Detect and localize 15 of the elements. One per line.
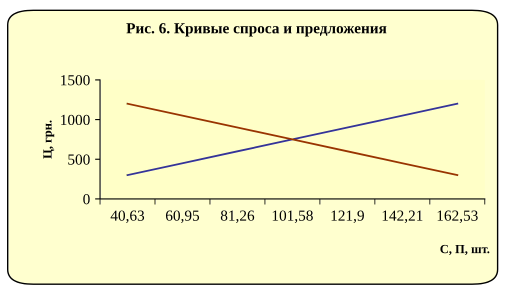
x-tick-label: 162,53 bbox=[438, 210, 478, 223]
y-tick-label: 1500 bbox=[61, 75, 90, 86]
x-tick-label: 40,63 bbox=[110, 210, 144, 223]
x-tick-label: 101,58 bbox=[272, 210, 313, 223]
chart-title: Рис. 6. Кривые спроса и предложения bbox=[126, 23, 386, 37]
x-tick-label: 142,21 bbox=[382, 210, 422, 223]
x-tick-label: 81,26 bbox=[220, 210, 254, 223]
y-axis-title: Ц, грн. bbox=[43, 120, 54, 159]
x-tick-label: 121,9 bbox=[332, 210, 364, 223]
line-series bbox=[126, 102, 458, 176]
y-tick-label: 0 bbox=[83, 194, 90, 204]
x-tick-label: 60,95 bbox=[166, 210, 200, 223]
y-tick-label: 1000 bbox=[61, 114, 90, 126]
x-axis-title: С, П, шт. bbox=[440, 244, 490, 256]
y-tick-label: 500 bbox=[68, 154, 90, 165]
